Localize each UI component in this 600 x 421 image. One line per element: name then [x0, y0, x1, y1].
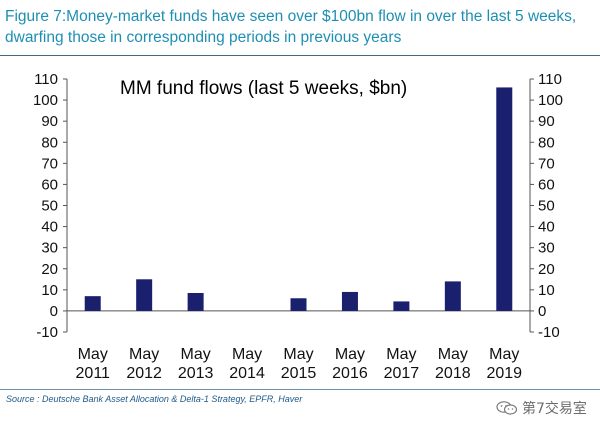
y-tick-label-left: 100 — [33, 92, 58, 109]
source-note: Source : Deutsche Bank Asset Allocation … — [6, 394, 303, 404]
x-tick-label-month: May — [386, 346, 416, 363]
x-tick-label-month: May — [232, 346, 262, 363]
x-tick-label-year: 2011 — [76, 365, 111, 382]
bar-may-2011 — [84, 296, 101, 311]
watermark-text: 第7交易室 — [522, 401, 587, 417]
y-tick-label-left: 60 — [41, 176, 58, 193]
y-tick-label-left: 110 — [34, 71, 58, 88]
y-tick-label-right: 90 — [538, 113, 555, 130]
x-tick-label-year: 2014 — [229, 365, 265, 382]
x-tick-label-month: May — [180, 346, 210, 363]
bar-may-2016 — [341, 291, 358, 311]
x-tick-label-year: 2016 — [332, 365, 368, 382]
chart-title: MM fund flows (last 5 weeks, $bn) — [120, 78, 407, 99]
x-tick-label-year: 2017 — [384, 365, 420, 382]
x-tick-label-month: May — [129, 346, 159, 363]
wechat-icon — [496, 401, 518, 415]
y-tick-label-left: 20 — [41, 261, 58, 278]
x-tick-label-year: 2013 — [178, 365, 214, 382]
bar-may-2015 — [290, 298, 307, 311]
y-tick-label-right: 60 — [538, 176, 555, 193]
y-tick-label-left: -10 — [36, 324, 58, 341]
x-tick-label-month: May — [335, 346, 365, 363]
y-tick-label-left: 50 — [41, 198, 58, 215]
x-tick-label-year: 2015 — [281, 365, 317, 382]
y-tick-label-right: 20 — [538, 261, 555, 278]
x-tick-label-month: May — [283, 346, 313, 363]
bar-may-2019 — [496, 87, 513, 311]
y-tick-label-right: 40 — [538, 219, 555, 236]
y-tick-label-right: 70 — [538, 155, 555, 172]
y-tick-label-right: -10 — [538, 324, 560, 341]
y-tick-label-right: 100 — [538, 92, 563, 109]
source-divider — [0, 389, 600, 390]
y-tick-label-right: 0 — [538, 303, 546, 320]
y-tick-label-right: 30 — [538, 240, 555, 257]
bar-chart: -10 -10 0 0 10 10 20 20 30 30 40 40 50 50 60 60 70 70 80 80… — [33, 71, 563, 382]
x-tick-label-year: 2018 — [435, 365, 471, 382]
y-tick-label-right: 50 — [538, 198, 555, 215]
x-tick-label-month: May — [438, 346, 468, 363]
bar-may-2012 — [136, 279, 153, 311]
y-tick-label-left: 30 — [41, 240, 58, 257]
x-tick-label-year: 2012 — [126, 365, 162, 382]
y-tick-label-right: 110 — [538, 71, 562, 88]
x-tick-label-year: 2019 — [486, 365, 522, 382]
y-tick-label-right: 80 — [538, 134, 555, 151]
y-tick-label-left: 40 — [41, 219, 58, 236]
title-divider — [0, 55, 600, 56]
bar-may-2013 — [187, 292, 204, 311]
x-tick-label-month: May — [489, 346, 519, 363]
y-tick-label-left: 70 — [41, 155, 58, 172]
x-tick-label-month: May — [78, 346, 108, 363]
figure-title: Figure 7:Money-market funds have seen ov… — [5, 8, 577, 46]
y-tick-label-left: 80 — [41, 134, 58, 151]
y-tick-label-left: 0 — [50, 303, 58, 320]
y-tick-label-left: 10 — [41, 282, 58, 299]
bar-may-2018 — [444, 281, 461, 311]
watermark: 第7交易室 — [496, 398, 587, 418]
y-tick-label-right: 10 — [538, 282, 555, 299]
y-tick-label-left: 90 — [41, 113, 58, 130]
bar-may-2017 — [393, 301, 410, 311]
